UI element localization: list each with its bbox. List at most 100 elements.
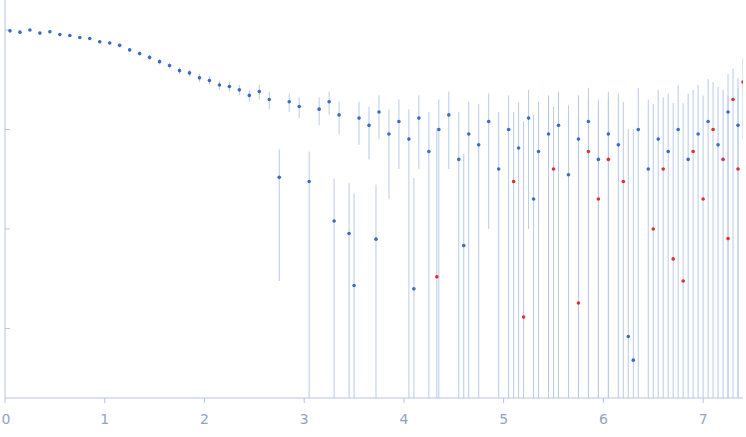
data-point [557, 124, 561, 128]
data-point [681, 279, 685, 283]
error-bar [618, 93, 619, 398]
data-point [327, 100, 331, 104]
error-bar [498, 112, 499, 398]
error-bar [693, 90, 694, 398]
data-point [711, 128, 715, 132]
data-point [128, 48, 132, 52]
error-bar [339, 102, 340, 134]
error-bar [708, 79, 709, 398]
data-point [118, 44, 122, 48]
data-point [18, 30, 22, 34]
error-bar [378, 95, 379, 139]
error-bar [508, 95, 509, 398]
error-bar [578, 114, 579, 398]
error-bar [359, 102, 360, 145]
y-tick [5, 129, 10, 130]
data-point [527, 116, 531, 120]
data-point [507, 128, 511, 132]
data-point [661, 167, 665, 171]
data-point [367, 124, 371, 128]
data-point [228, 85, 232, 89]
data-point [547, 132, 551, 136]
error-bar [478, 104, 479, 398]
data-point [462, 244, 466, 248]
data-point [597, 197, 601, 201]
error-bars [10, 29, 743, 398]
data-point [721, 158, 725, 162]
data-point [208, 79, 212, 83]
error-bar [598, 107, 599, 398]
x-tick-label: 5 [499, 411, 508, 427]
data-point [467, 132, 471, 136]
error-bar [628, 129, 629, 398]
data-point [567, 173, 571, 177]
data-point [258, 90, 262, 94]
data-point [337, 113, 341, 117]
data-point [267, 98, 271, 102]
error-bar [653, 104, 654, 398]
data-point [537, 150, 541, 154]
data-point [487, 120, 491, 124]
data-point [138, 52, 142, 56]
data-point [332, 219, 336, 223]
data-point [218, 83, 222, 87]
error-bar [698, 85, 699, 398]
data-point [357, 116, 361, 120]
data-point [317, 107, 321, 111]
error-bar [375, 185, 376, 398]
x-tick [5, 398, 6, 403]
data-point [726, 110, 730, 114]
x-tick [703, 398, 704, 403]
error-bar [608, 92, 609, 398]
error-bar [723, 90, 724, 398]
error-bar [354, 194, 355, 398]
data-point [98, 40, 102, 44]
data-point [374, 237, 378, 241]
data-point [522, 315, 526, 319]
error-bar [703, 95, 704, 398]
error-bar [733, 68, 734, 398]
error-bar [553, 107, 554, 398]
data-point [716, 143, 720, 147]
plot-area [8, 28, 743, 398]
error-bar [458, 112, 459, 398]
x-tick-label: 4 [399, 411, 408, 427]
error-bar [309, 152, 310, 398]
error-bar [334, 179, 335, 398]
error-bar [633, 129, 634, 398]
data-point [646, 167, 650, 171]
data-point [532, 197, 536, 201]
data-point [447, 113, 451, 117]
data-point [397, 120, 401, 124]
data-point [88, 37, 92, 41]
data-point [477, 143, 481, 147]
data-point [552, 167, 556, 171]
x-tick-label: 6 [599, 411, 608, 427]
data-point [651, 227, 655, 231]
data-point [741, 80, 743, 84]
error-bar [279, 149, 280, 281]
data-point [636, 128, 640, 132]
x-tick-label: 2 [200, 411, 209, 427]
data-point [427, 150, 431, 154]
data-point [656, 137, 660, 141]
data-point [8, 29, 12, 33]
y-tick [5, 328, 10, 329]
error-bar [558, 92, 559, 398]
chart: 01234567 [0, 0, 746, 437]
error-bar [428, 112, 429, 398]
x-tick [503, 398, 504, 403]
error-bar [728, 96, 729, 398]
x-tick-label: 0 [2, 411, 11, 427]
data-point [497, 167, 501, 171]
data-point [238, 88, 242, 92]
data-point [417, 116, 421, 120]
data-point [68, 34, 72, 38]
data-point [435, 275, 439, 279]
data-point [38, 31, 42, 35]
data-point [248, 94, 252, 98]
data-point [597, 158, 601, 162]
error-bar [683, 103, 684, 398]
data-point [287, 100, 291, 104]
data-point [377, 110, 381, 114]
